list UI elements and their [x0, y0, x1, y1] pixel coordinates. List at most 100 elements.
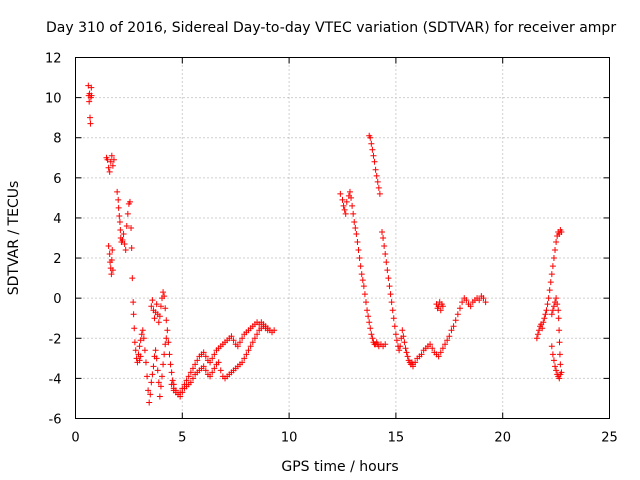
y-tick-label: 0 — [53, 292, 61, 307]
data-point — [108, 271, 115, 278]
data-point — [372, 166, 379, 173]
data-point — [367, 325, 374, 332]
data-point — [383, 259, 390, 266]
data-point — [185, 373, 192, 380]
data-point — [374, 178, 381, 185]
data-point — [236, 339, 243, 346]
x-tick-label: 20 — [494, 431, 511, 446]
data-point — [209, 355, 216, 362]
data-point — [382, 341, 389, 348]
data-point — [115, 204, 122, 211]
data-point — [439, 303, 446, 310]
data-point — [106, 251, 113, 258]
series-arc-14 — [548, 343, 565, 382]
data-point — [215, 359, 222, 366]
data-point — [444, 337, 451, 344]
data-point — [448, 327, 455, 334]
data-point — [385, 275, 392, 282]
data-point — [130, 299, 137, 306]
data-point — [147, 391, 154, 398]
data-point — [202, 367, 209, 374]
data-point — [350, 210, 357, 217]
data-point — [547, 279, 554, 286]
data-point — [230, 337, 237, 344]
data-point — [558, 228, 565, 235]
data-point — [396, 347, 403, 354]
data-point — [179, 389, 186, 396]
data-point — [352, 224, 359, 231]
y-tick-label: 8 — [53, 132, 61, 147]
data-point — [155, 319, 162, 326]
data-point — [429, 345, 436, 352]
data-point — [117, 226, 124, 233]
data-point — [549, 307, 556, 314]
data-point — [452, 317, 459, 324]
data-point — [131, 339, 138, 346]
data-point — [189, 365, 196, 372]
data-point — [251, 335, 258, 342]
data-point — [153, 355, 160, 362]
data-point — [346, 188, 353, 195]
data-point — [153, 301, 160, 308]
data-point — [387, 291, 394, 298]
data-point — [402, 345, 409, 352]
data-point — [556, 339, 563, 346]
data-point — [454, 311, 461, 318]
grid-layer — [75, 57, 610, 419]
data-point — [241, 355, 248, 362]
data-point — [105, 164, 112, 171]
data-point — [245, 347, 252, 354]
data-point — [211, 365, 218, 372]
data-point — [549, 351, 556, 358]
data-point — [545, 295, 552, 302]
data-point — [149, 297, 156, 304]
data-point — [139, 327, 146, 334]
data-point — [177, 393, 184, 400]
data-point — [543, 307, 550, 314]
data-point — [540, 319, 547, 326]
data-point — [161, 293, 168, 300]
data-points — [85, 82, 565, 406]
data-point — [254, 331, 261, 338]
data-point — [549, 263, 556, 270]
data-point — [164, 327, 171, 334]
data-point — [157, 303, 164, 310]
data-point — [211, 351, 218, 358]
data-point — [234, 343, 241, 350]
data-point — [168, 369, 175, 376]
data-point — [554, 301, 561, 308]
series-arc-9 — [366, 132, 383, 197]
data-point — [403, 349, 410, 356]
data-point — [166, 351, 173, 358]
data-point — [553, 295, 560, 302]
data-point — [161, 351, 168, 358]
data-point — [343, 198, 350, 205]
data-point — [550, 303, 557, 310]
data-point — [183, 377, 190, 384]
data-point — [152, 347, 159, 354]
data-point — [247, 343, 254, 350]
data-point — [119, 237, 126, 244]
data-point — [168, 381, 175, 388]
data-point — [552, 247, 559, 254]
data-point — [141, 347, 148, 354]
series-arc-1 — [85, 82, 95, 127]
data-point — [480, 295, 487, 302]
data-point — [342, 210, 349, 217]
data-point — [359, 277, 366, 284]
data-point — [86, 98, 93, 105]
data-point — [87, 120, 94, 127]
data-point — [109, 267, 116, 274]
data-point — [148, 379, 155, 386]
data-point — [169, 377, 176, 384]
data-point — [106, 168, 113, 175]
data-point — [110, 156, 117, 163]
data-point — [116, 212, 123, 219]
data-point — [87, 114, 94, 121]
data-point — [138, 331, 145, 338]
data-point — [128, 245, 135, 252]
data-point — [401, 339, 408, 346]
series-arc-10 — [379, 228, 416, 370]
data-point — [382, 251, 389, 258]
data-point — [412, 359, 419, 366]
